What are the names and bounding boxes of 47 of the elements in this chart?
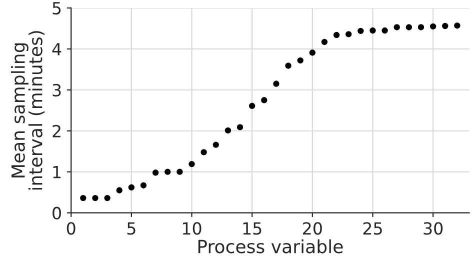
point: [406, 24, 412, 30]
point: [382, 27, 388, 34]
point: [442, 22, 448, 30]
x-tick-label: 0: [66, 222, 76, 235]
y-tick-label: 0: [52, 206, 61, 220]
point: [164, 168, 171, 175]
point: [248, 102, 256, 109]
point: [116, 187, 122, 194]
point: [188, 160, 195, 168]
y-tick-label: 2: [52, 124, 60, 138]
point: [394, 24, 400, 30]
point: [321, 38, 328, 46]
point: [104, 194, 110, 202]
point: [346, 31, 352, 38]
x-tick-label: 15: [243, 222, 262, 235]
x-tick-label: 30: [424, 222, 443, 235]
point: [176, 168, 183, 175]
point: [418, 24, 424, 30]
point: [224, 127, 232, 134]
point: [370, 27, 376, 34]
point: [309, 50, 316, 56]
y-tick-label: 4: [52, 43, 62, 56]
point: [212, 142, 219, 148]
point: [454, 22, 460, 29]
point: [80, 194, 86, 202]
point: [92, 194, 98, 202]
point: [261, 97, 268, 104]
x-tick-label: 5: [127, 222, 136, 235]
point: [297, 57, 304, 64]
point: [152, 170, 159, 176]
point: [140, 182, 147, 188]
point: [128, 184, 135, 191]
point: [200, 149, 207, 156]
point: [236, 124, 244, 130]
point: [333, 32, 340, 38]
point: [285, 62, 292, 69]
y-axis-title: Mean sampling interval (minutes): [10, 31, 45, 190]
point: [358, 28, 364, 34]
point: [273, 80, 280, 87]
x-tick-label: 25: [363, 222, 382, 235]
x-tick-label: 10: [182, 222, 202, 235]
x-axis-title: Process variable: [198, 239, 343, 254]
x-tick-label: 20: [303, 222, 322, 235]
y-tick-label: 1: [53, 166, 61, 178]
point: [430, 23, 436, 30]
y-tick-label: 3: [52, 84, 61, 96]
y-tick-label: 5: [52, 2, 61, 15]
